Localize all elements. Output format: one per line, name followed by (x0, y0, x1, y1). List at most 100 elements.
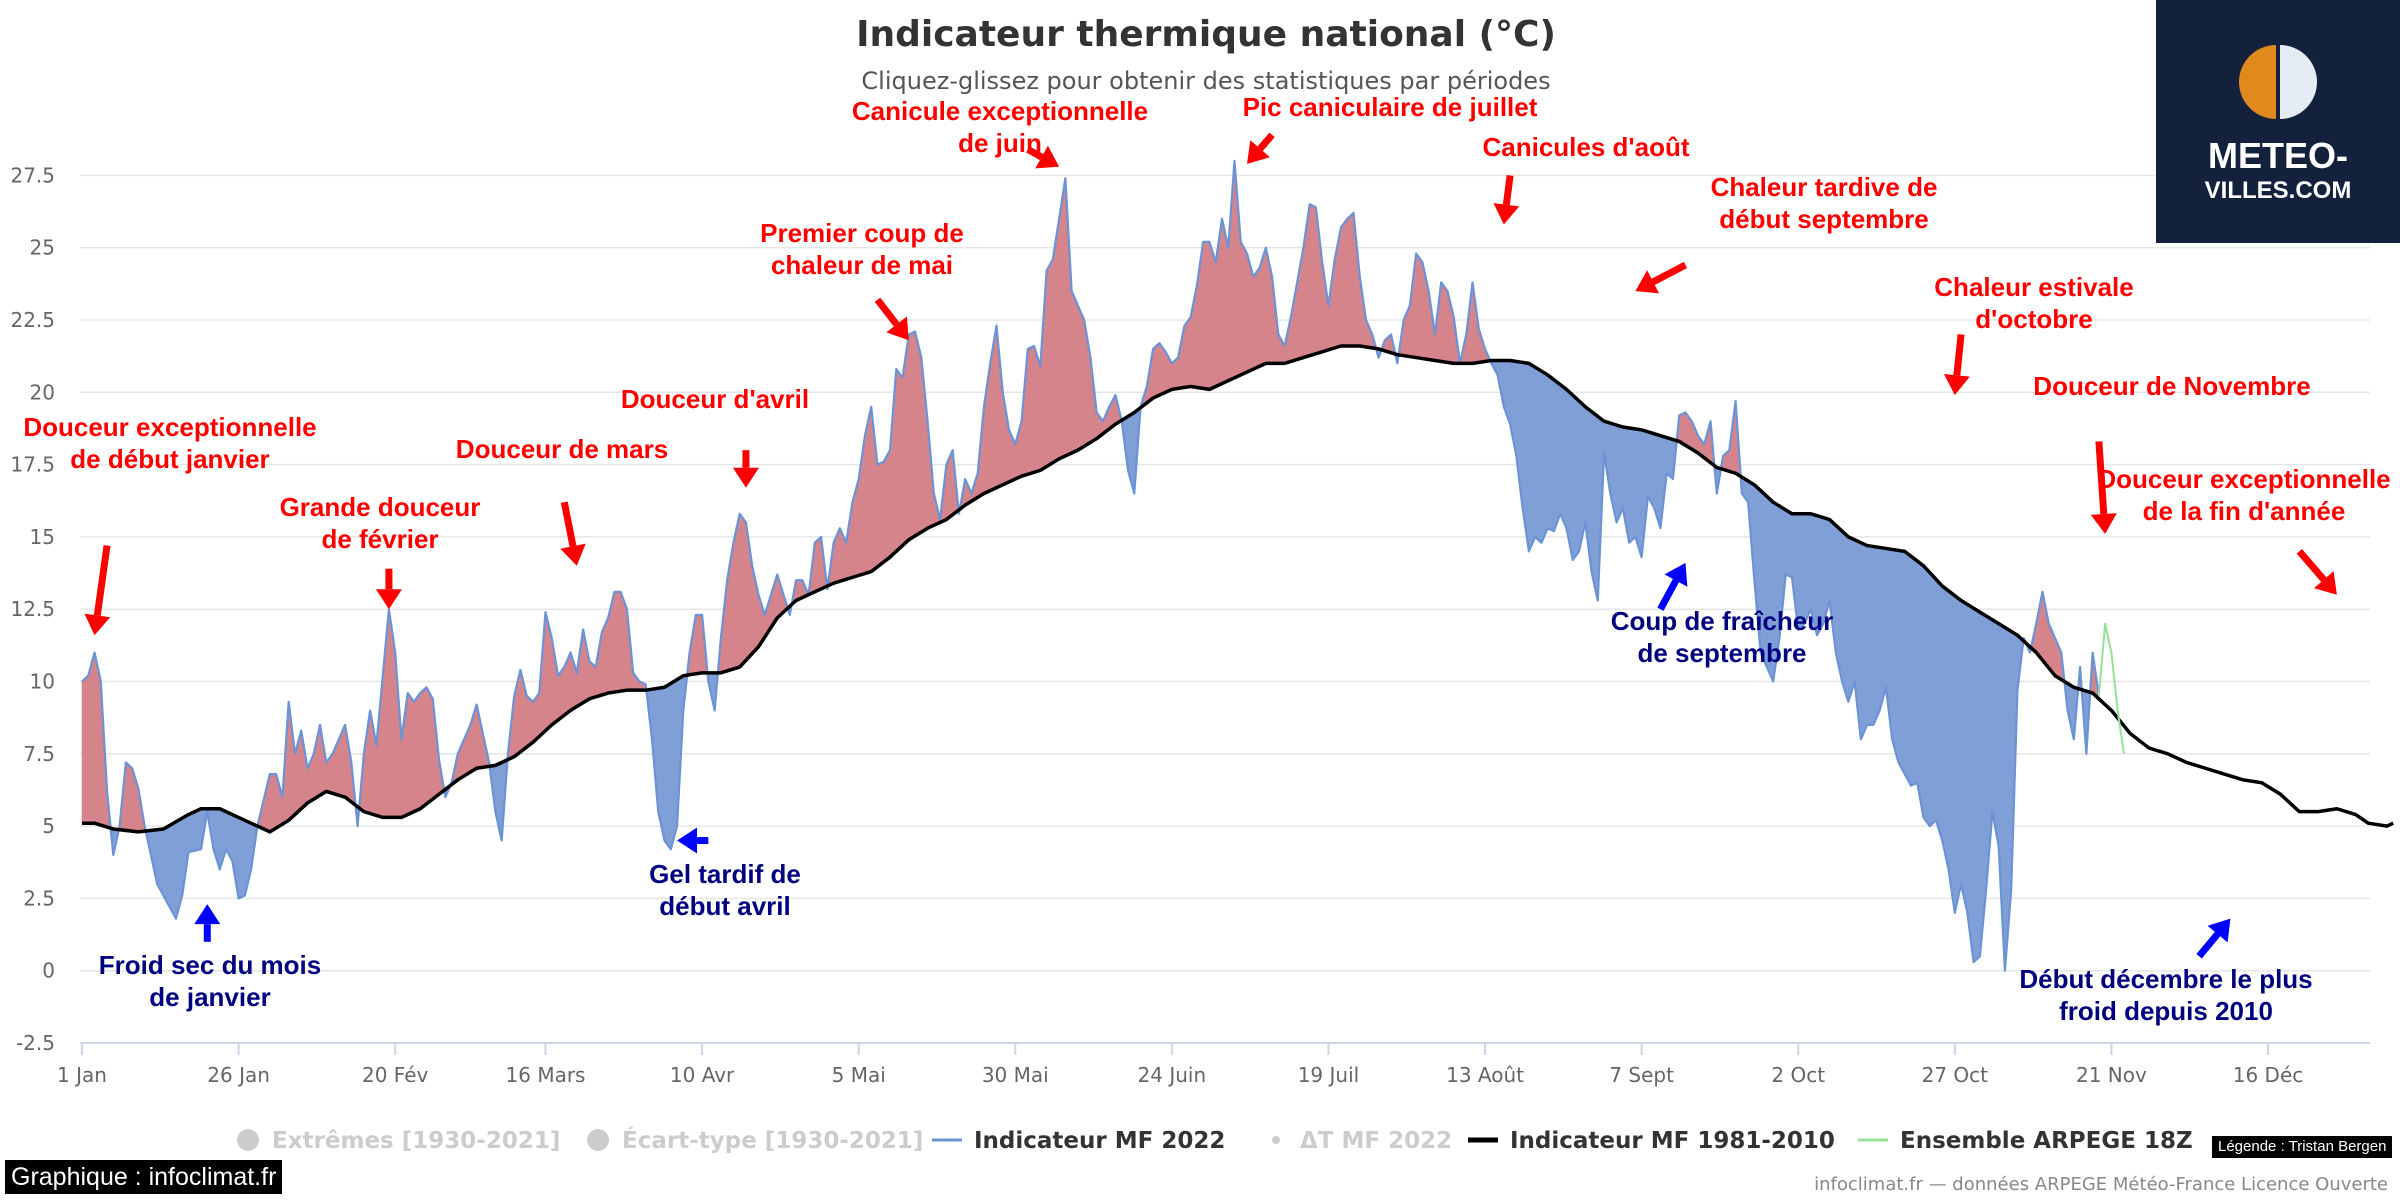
annotation-label: Chaleur estivale (1934, 272, 2133, 302)
annotation-label: Chaleur tardive de (1711, 172, 1938, 202)
legend-label: Écart-type [1930-2021] (622, 1126, 923, 1154)
annotation-arrow-shaft (2296, 549, 2327, 582)
logo-line2: VILLES.COM (2205, 177, 2352, 204)
y-tick-label: 15 (30, 525, 55, 549)
sun-moon-logo-icon: METEO- VILLES.COM (2205, 45, 2352, 204)
anomaly-areas (81, 160, 2100, 971)
series-line-ensemble[interactable] (2097, 622, 2125, 754)
x-tick-label: 13 Août (1446, 1063, 1524, 1087)
annotation-arrow-shaft (1026, 146, 1044, 161)
annotation-label: d'octobre (1975, 304, 2092, 334)
annotation-warm: Douceur de Novembre (2033, 371, 2311, 534)
annotation-label: de septembre (1637, 638, 1806, 668)
annotation-arrow-head-icon (2313, 571, 2337, 595)
annotation-label: de février (321, 524, 438, 554)
annotation-label: Douceur de Novembre (2033, 371, 2310, 401)
axes: -2.5 0 2.5 5 7.5 10 12.5 15 17.5 20 22.5 25 27.5 1 Ja… (10, 163, 2370, 1087)
legend-dot-icon (1272, 1136, 1280, 1144)
legend-item[interactable]: Ensemble ARPEGE 18Z (1858, 1128, 2193, 1154)
legend-item[interactable]: Indicateur MF 2022 (932, 1128, 1225, 1154)
annotation-arrow-shaft (1657, 578, 1680, 611)
annotation-label: de juin (958, 128, 1042, 158)
chart-legend[interactable]: Extrêmes [1930-2021] Écart-type [1930-202… (237, 1126, 2193, 1154)
y-tick-label: 22.5 (10, 308, 55, 332)
y-tick-label: 0 (42, 959, 55, 983)
y-tick-label: 27.5 (10, 163, 55, 187)
annotation-warm: Canicules d'août (1483, 132, 1690, 225)
y-tick-label: 20 (30, 380, 55, 404)
annotation-label: Douceur de mars (456, 434, 668, 464)
annotation-label: de début janvier (70, 444, 269, 474)
legend-label: Indicateur MF 1981-2010 (1510, 1128, 1835, 1154)
annotation-arrow-head-icon (560, 543, 586, 566)
annotation-label: de la fin d'année (2143, 496, 2346, 526)
legend-item[interactable]: ΔT MF 2022 (1272, 1128, 1452, 1154)
x-tick-label: 30 Mai (982, 1063, 1049, 1087)
annotation-arrow-shaft (1502, 174, 1514, 206)
x-tick-label: 16 Déc (2233, 1063, 2304, 1087)
annotation-arrow-head-icon (886, 316, 909, 341)
annotation-label: Canicules d'août (1483, 132, 1690, 162)
y-tick-label: 7.5 (23, 742, 55, 766)
legend-credit: Légende : Tristan Bergen (2212, 1136, 2393, 1158)
annotation-label: Coup de fraîcheur (1611, 606, 1833, 636)
annotation-arrow-head-icon (1664, 562, 1688, 587)
annotation-label: début avril (659, 891, 790, 921)
annotation-label: Gel tardif de (649, 859, 801, 889)
y-tick-label: 5 (42, 814, 55, 838)
annotation-arrow-head-icon (1247, 140, 1270, 164)
annotation-arrow-head-icon (2207, 918, 2231, 943)
legend-label: Extrêmes [1930-2021] (272, 1128, 560, 1154)
x-tick-label: 20 Fév (362, 1063, 429, 1087)
legend-label: Indicateur MF 2022 (974, 1128, 1225, 1154)
y-tick-label: 2.5 (23, 886, 55, 910)
y-tick-label: 12.5 (10, 597, 55, 621)
annotation-warm: Douceur d'avril (621, 384, 809, 488)
annotation-arrow-head-icon (1943, 373, 1970, 396)
annotation-arrow-head-icon (375, 589, 402, 610)
annotation-arrow-shaft (93, 545, 111, 616)
source-text: infoclimat.fr — données ARPEGE Météo-Fra… (1814, 1174, 2388, 1195)
series-line-normal-1981-2010[interactable] (82, 344, 2395, 834)
x-tick-label: 21 Nov (2076, 1063, 2147, 1087)
y-tick-label: 25 (30, 236, 55, 260)
x-tick-label: 19 Juil (1298, 1063, 1360, 1087)
legend-item[interactable]: Écart-type [1930-2021] (587, 1126, 923, 1154)
legend-item[interactable]: Indicateur MF 1981-2010 (1468, 1128, 1835, 1154)
x-tick-label: 1 Jan (57, 1063, 107, 1087)
x-tick-label: 10 Avr (670, 1063, 735, 1087)
annotation-arrow-head-icon (1035, 145, 1060, 169)
x-tick-label: 16 Mars (506, 1063, 586, 1087)
annotation-arrow-shaft (2095, 441, 2108, 515)
annotation-label: froid depuis 2010 (2059, 996, 2273, 1026)
annotation-label: chaleur de mai (771, 250, 953, 280)
x-tick-label: 26 Jan (207, 1063, 270, 1087)
annotation-arrow-head-icon (2090, 513, 2117, 534)
annotation-arrow-head-icon (677, 827, 698, 854)
legend-circle-icon (587, 1129, 609, 1151)
x-tick-label: 7 Sept (1609, 1063, 1674, 1087)
legend-label: Ensemble ARPEGE 18Z (1900, 1128, 2193, 1154)
annotation-label: début septembre (1719, 204, 1929, 234)
annotation-warm: Douceur de mars (456, 434, 668, 566)
annotation-arrow-head-icon (1493, 203, 1520, 225)
x-tick-label: 27 Oct (1922, 1063, 1989, 1087)
annotation-label: Douceur exceptionnelle (23, 412, 316, 442)
chart-subtitle: Cliquez-glissez pour obtenir des statist… (861, 67, 1550, 95)
meteo-villes-logo[interactable]: METEO- VILLES.COM (2156, 0, 2400, 243)
y-tick-label: -2.5 (16, 1031, 55, 1055)
annotation-label: Canicule exceptionnelle (852, 96, 1148, 126)
legend-item[interactable]: Extrêmes [1930-2021] (237, 1128, 560, 1154)
annotation-label: Pic caniculaire de juillet (1243, 92, 1538, 122)
graph-credit: Graphique : infoclimat.fr (5, 1160, 283, 1194)
annotation-label: Douceur exceptionnelle (2097, 464, 2390, 494)
chart-title: Indicateur thermique national (°C) (856, 14, 1556, 55)
